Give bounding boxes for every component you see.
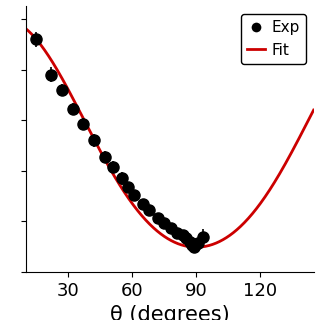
Legend: Exp, Fit: Exp, Fit <box>241 14 306 64</box>
X-axis label: θ (degrees): θ (degrees) <box>110 305 229 320</box>
